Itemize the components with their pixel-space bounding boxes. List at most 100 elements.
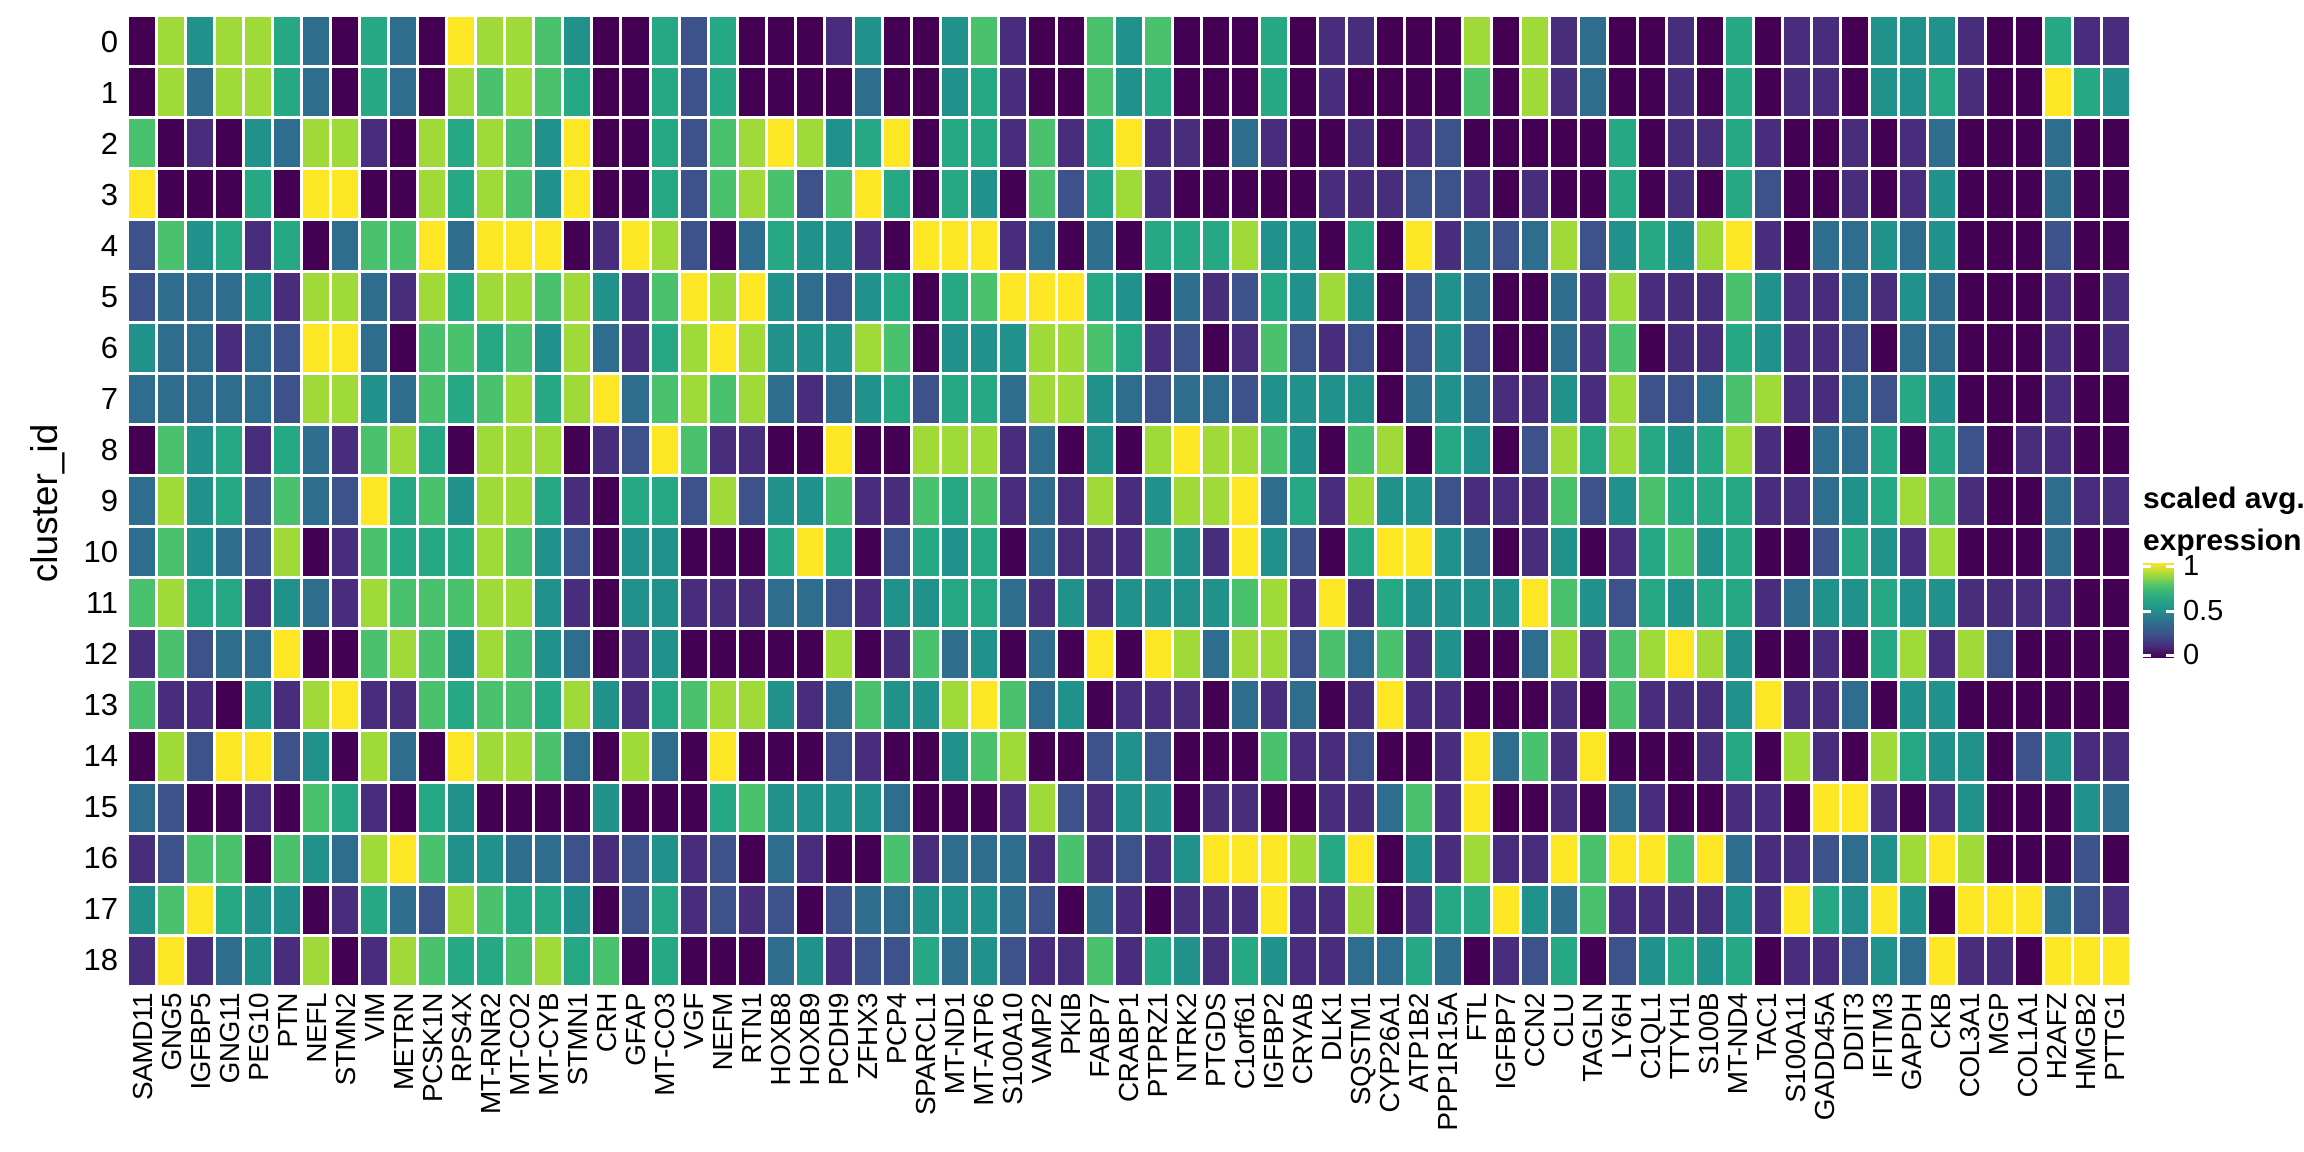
- heatmap-cell: [796, 681, 823, 730]
- heatmap-cell: [1493, 630, 1520, 679]
- heatmap-cell: [767, 425, 794, 474]
- heatmap-cell: [1667, 272, 1694, 321]
- heatmap-cell: [622, 783, 649, 832]
- heatmap-cell: [825, 221, 852, 270]
- heatmap-cell: [1638, 630, 1665, 679]
- heatmap-cell: [216, 272, 243, 321]
- heatmap-cell: [1203, 323, 1230, 372]
- heatmap-cell: [941, 119, 968, 168]
- heatmap-cell: [1057, 528, 1084, 577]
- heatmap-cell: [1754, 17, 1781, 66]
- heatmap-cell: [1928, 885, 1955, 934]
- heatmap-cell: [1754, 425, 1781, 474]
- heatmap-cell: [854, 630, 881, 679]
- heatmap-cell: [1580, 681, 1607, 730]
- heatmap-cell: [1028, 732, 1055, 781]
- heatmap-cell: [2102, 272, 2129, 321]
- x-axis-label-slot: GFAP: [620, 993, 651, 1151]
- heatmap-cell: [825, 732, 852, 781]
- heatmap-cell: [1435, 732, 1462, 781]
- heatmap-cell: [1348, 374, 1375, 423]
- heatmap-cell: [651, 68, 678, 117]
- heatmap-cell: [1551, 425, 1578, 474]
- heatmap-cell: [2073, 170, 2100, 219]
- heatmap-cell: [1870, 323, 1897, 372]
- heatmap-cell: [825, 425, 852, 474]
- heatmap-cell: [796, 374, 823, 423]
- x-axis-label: TTYH1: [1663, 993, 1695, 1080]
- heatmap-cell: [970, 528, 997, 577]
- heatmap-cell: [1551, 681, 1578, 730]
- heatmap-cell: [1841, 170, 1868, 219]
- heatmap-cell: [332, 783, 359, 832]
- heatmap-cell: [1957, 681, 1984, 730]
- heatmap-cell: [1725, 783, 1752, 832]
- heatmap-cell: [448, 681, 475, 730]
- heatmap-cell: [1377, 425, 1404, 474]
- heatmap-cell: [1057, 885, 1084, 934]
- heatmap-cell: [361, 834, 388, 883]
- heatmap-cell: [593, 732, 620, 781]
- heatmap-cell: [1377, 272, 1404, 321]
- heatmap-cell: [651, 221, 678, 270]
- heatmap-cell: [1870, 425, 1897, 474]
- heatmap-cell: [1319, 425, 1346, 474]
- heatmap-cell: [1551, 221, 1578, 270]
- heatmap-cell: [1609, 528, 1636, 577]
- heatmap-cell: [2015, 630, 2042, 679]
- heatmap-cell: [1609, 374, 1636, 423]
- heatmap-cell: [1028, 221, 1055, 270]
- heatmap-cell: [1406, 374, 1433, 423]
- heatmap-cell: [796, 732, 823, 781]
- heatmap-cell: [1261, 68, 1288, 117]
- legend-title-line1: scaled avg.: [2143, 482, 2304, 515]
- heatmap-cell: [332, 476, 359, 526]
- x-axis-label: ZFHX3: [852, 993, 884, 1080]
- heatmap-cell: [970, 170, 997, 219]
- heatmap-cell: [129, 732, 156, 781]
- heatmap-cell: [593, 885, 620, 934]
- heatmap-cell: [1319, 272, 1346, 321]
- heatmap-cell: [2102, 221, 2129, 270]
- heatmap-cell: [1812, 272, 1839, 321]
- heatmap-cell: [1493, 476, 1520, 526]
- heatmap-cell: [303, 68, 330, 117]
- x-axis-label: PCP4: [881, 993, 913, 1065]
- heatmap-cell: [1435, 323, 1462, 372]
- heatmap-cell: [1377, 221, 1404, 270]
- heatmap-cell: [1580, 119, 1607, 168]
- heatmap-cell: [419, 834, 446, 883]
- heatmap-cell: [1203, 17, 1230, 66]
- heatmap-cell: [1348, 834, 1375, 883]
- heatmap-cell: [1464, 834, 1491, 883]
- heatmap-cell: [1609, 425, 1636, 474]
- heatmap-cell: [361, 17, 388, 66]
- heatmap-cell: [274, 579, 301, 628]
- heatmap-cell: [274, 528, 301, 577]
- heatmap-cell: [1232, 68, 1259, 117]
- heatmap-cell: [419, 783, 446, 832]
- heatmap-cell: [535, 68, 562, 117]
- heatmap-cell: [912, 630, 939, 679]
- heatmap-cell: [332, 170, 359, 219]
- heatmap-cell: [622, 630, 649, 679]
- heatmap-cell: [1145, 783, 1172, 832]
- heatmap-cell: [1696, 936, 1723, 985]
- heatmap-cell: [1609, 681, 1636, 730]
- heatmap-cell: [1115, 68, 1142, 117]
- heatmap-cell: [274, 17, 301, 66]
- heatmap-cell: [1261, 885, 1288, 934]
- heatmap-cell: [361, 119, 388, 168]
- heatmap-cell: [1986, 68, 2013, 117]
- heatmap-cell: [1115, 681, 1142, 730]
- heatmap-cell: [477, 732, 504, 781]
- heatmap-cell: [1145, 374, 1172, 423]
- heatmap-cell: [1783, 936, 1810, 985]
- heatmap-cell: [970, 630, 997, 679]
- heatmap-cell: [1406, 425, 1433, 474]
- heatmap-cell: [506, 170, 533, 219]
- heatmap-cell: [1086, 374, 1113, 423]
- heatmap-cell: [2102, 476, 2129, 526]
- heatmap-cell: [477, 630, 504, 679]
- heatmap-cell: [216, 17, 243, 66]
